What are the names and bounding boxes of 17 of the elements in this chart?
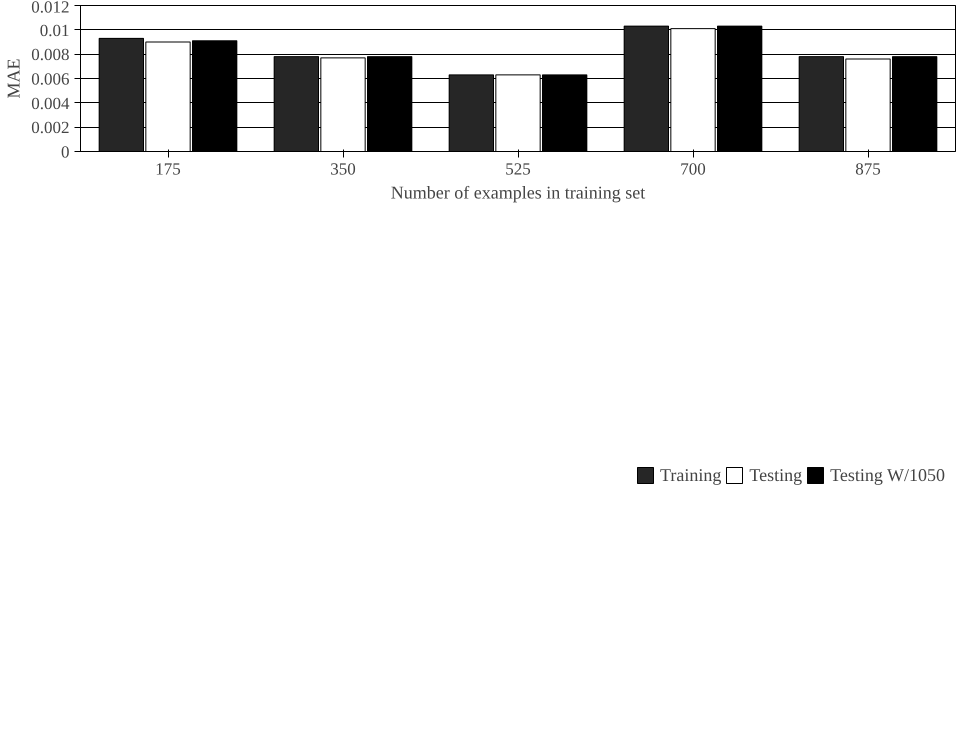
y-tick-label: 0.008 xyxy=(31,45,70,64)
legend-label: Testing W/1050 xyxy=(830,464,945,486)
x-tick-label: 700 xyxy=(680,160,706,178)
x-tick-label: 350 xyxy=(330,160,356,178)
legend-label: Testing xyxy=(749,464,802,486)
y-tick-label: 0.002 xyxy=(31,118,70,138)
y-axis-title: MAE xyxy=(3,58,24,98)
y-tick-label: 0.01 xyxy=(40,20,70,40)
legend-label: Training xyxy=(660,464,722,486)
x-tick-label: 175 xyxy=(155,160,181,178)
y-tick-label: 0 xyxy=(61,142,70,162)
x-tick-label: 875 xyxy=(855,160,881,178)
y-tick-label: 0.012 xyxy=(31,0,70,16)
x-axis-title: Number of examples in training set xyxy=(390,182,646,202)
y-tick-label: 0.006 xyxy=(31,70,70,88)
x-tick-label: 525 xyxy=(505,160,531,178)
y-tick-label: 0.004 xyxy=(31,94,70,113)
